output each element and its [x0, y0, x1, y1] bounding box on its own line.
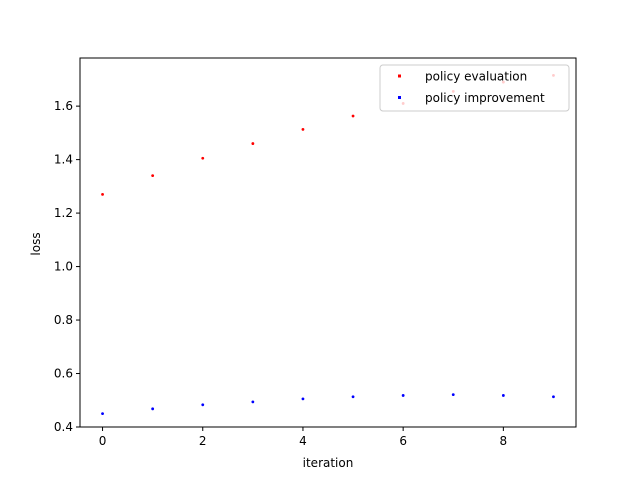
x-tick-label: 6 [399, 434, 407, 448]
data-point-policy-improvement [301, 397, 305, 401]
data-point-policy-improvement [151, 407, 155, 411]
y-tick-label: 1.0 [54, 260, 73, 274]
data-point-policy-evaluation [201, 156, 205, 160]
y-tick-label: 1.2 [54, 206, 73, 220]
legend-label-policy-improvement: policy improvement [425, 91, 545, 105]
legend-label-policy-evaluation: policy evaluation [425, 70, 527, 84]
y-axis-ticks: 0.4 0.6 0.8 1.0 1.2 1.4 1.6 [54, 99, 80, 434]
data-point-policy-improvement [201, 403, 205, 407]
y-tick-label: 1.4 [54, 153, 73, 167]
data-point-policy-evaluation [151, 174, 155, 178]
plot-area-frame [79, 57, 577, 428]
data-point-policy-evaluation [251, 142, 255, 145]
x-tick-label: 0 [99, 434, 107, 448]
legend-box [379, 64, 570, 112]
legend-marker-policy-evaluation [398, 74, 401, 78]
y-tick-label: 0.8 [54, 313, 73, 327]
data-point-policy-improvement [251, 400, 255, 404]
x-tick-label: 2 [199, 434, 207, 448]
data-point-policy-evaluation [301, 127, 305, 131]
x-tick-label: 4 [299, 434, 307, 448]
x-tick-label: 8 [500, 434, 508, 448]
y-tick-label: 0.4 [54, 420, 73, 434]
data-point-policy-improvement [552, 395, 555, 399]
x-axis-ticks: 0 2 4 6 8 [99, 427, 507, 448]
y-tick-label: 0.6 [54, 367, 73, 381]
data-point-policy-evaluation [351, 114, 355, 118]
legend: policy evaluation policy improvement [379, 64, 570, 112]
data-point-policy-improvement [451, 393, 455, 397]
data-point-policy-evaluation [101, 192, 104, 196]
data-point-policy-improvement [101, 412, 104, 416]
data-point-policy-improvement [401, 394, 405, 397]
data-point-policy-improvement [351, 395, 355, 399]
x-axis-label: iteration [303, 456, 354, 470]
y-tick-label: 1.6 [54, 99, 73, 113]
legend-marker-policy-improvement [398, 96, 401, 99]
data-point-policy-improvement [501, 394, 505, 397]
y-axis-label: loss [29, 232, 43, 255]
